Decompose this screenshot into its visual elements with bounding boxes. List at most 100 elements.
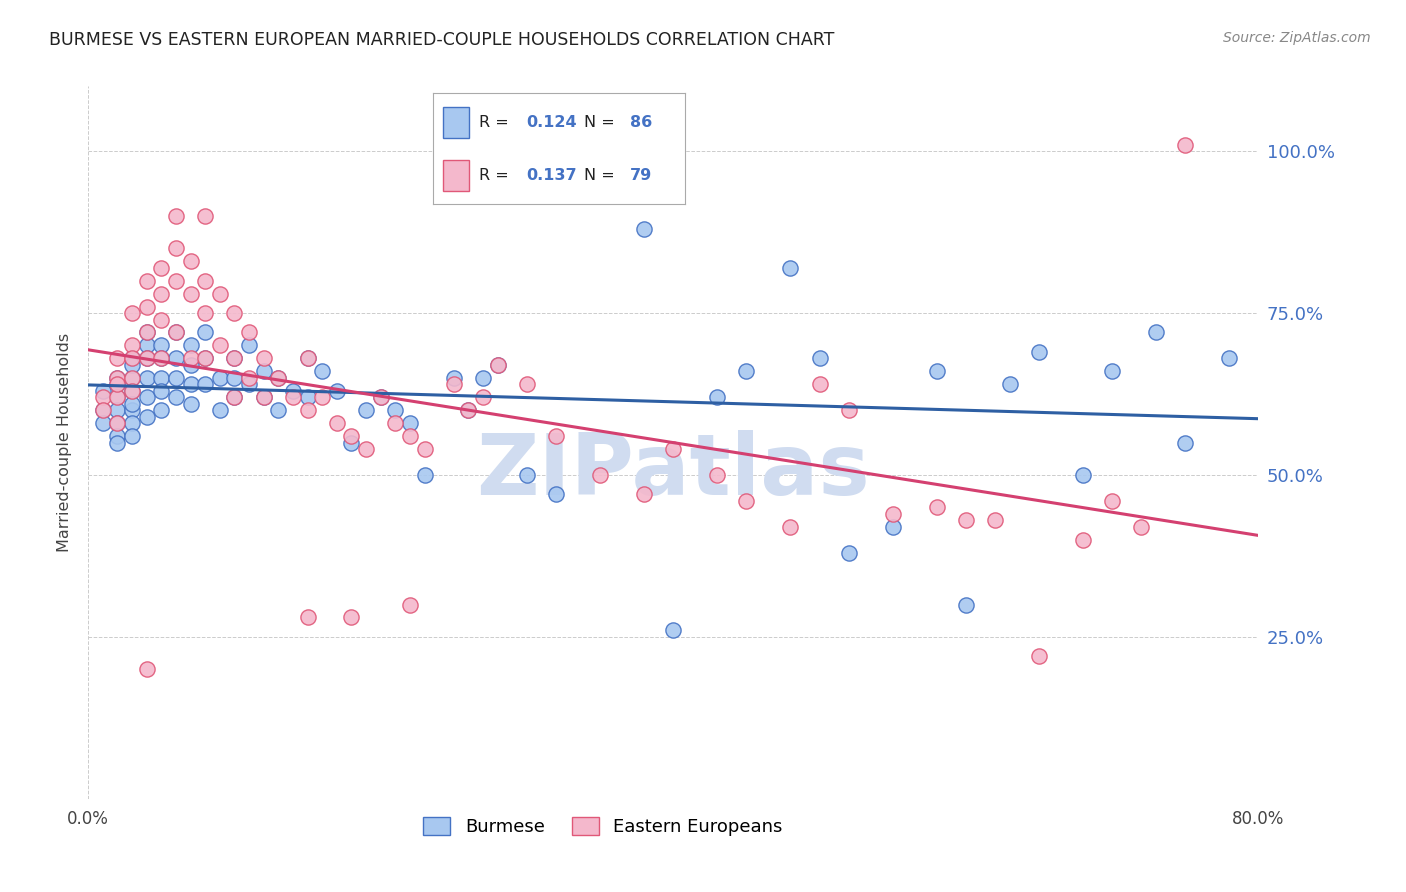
Point — [121, 397, 143, 411]
Point — [194, 351, 217, 366]
Point — [194, 306, 217, 320]
Point — [107, 377, 129, 392]
Point — [135, 662, 157, 676]
Text: BURMESE VS EASTERN EUROPEAN MARRIED-COUPLE HOUSEHOLDS CORRELATION CHART: BURMESE VS EASTERN EUROPEAN MARRIED-COUP… — [49, 31, 835, 49]
Point — [546, 487, 568, 501]
Point — [281, 390, 304, 404]
Point — [779, 260, 801, 275]
Point — [224, 390, 246, 404]
Point — [326, 416, 349, 430]
Point — [486, 358, 509, 372]
Point — [281, 384, 304, 398]
Point — [224, 351, 246, 366]
Point — [267, 403, 290, 417]
Point — [253, 390, 276, 404]
Point — [955, 598, 977, 612]
Point — [107, 416, 129, 430]
Point — [135, 351, 157, 366]
Point — [208, 338, 231, 352]
Point — [135, 371, 157, 385]
Point — [121, 371, 143, 385]
Point — [472, 371, 495, 385]
Point — [224, 351, 246, 366]
Point — [224, 390, 246, 404]
Point — [91, 384, 114, 398]
Point — [340, 429, 363, 443]
Point — [443, 377, 465, 392]
Point — [107, 429, 129, 443]
Point — [165, 241, 187, 255]
Point — [208, 403, 231, 417]
Point — [107, 416, 129, 430]
Point — [1028, 649, 1050, 664]
Point — [150, 384, 173, 398]
Point — [107, 371, 129, 385]
Point — [165, 209, 187, 223]
Point — [633, 222, 655, 236]
Point — [121, 338, 143, 352]
Point — [1071, 533, 1094, 547]
Point — [135, 300, 157, 314]
Point — [838, 403, 860, 417]
Point — [633, 487, 655, 501]
Point — [107, 403, 129, 417]
Point — [238, 338, 260, 352]
Point — [180, 397, 202, 411]
Point — [516, 467, 538, 482]
Point — [882, 520, 904, 534]
Point — [165, 326, 187, 340]
Point — [135, 326, 157, 340]
Point — [107, 371, 129, 385]
Point — [370, 390, 392, 404]
Point — [486, 358, 509, 372]
Point — [180, 286, 202, 301]
Point — [1218, 351, 1240, 366]
Point — [165, 326, 187, 340]
Point — [135, 338, 157, 352]
Point — [457, 403, 479, 417]
Point — [150, 351, 173, 366]
Point — [779, 520, 801, 534]
Point — [91, 416, 114, 430]
Point — [121, 384, 143, 398]
Point — [121, 306, 143, 320]
Point — [925, 364, 948, 378]
Point — [135, 390, 157, 404]
Point — [735, 494, 758, 508]
Point — [399, 416, 422, 430]
Point — [311, 390, 333, 404]
Point — [1101, 364, 1123, 378]
Point — [180, 377, 202, 392]
Point — [150, 403, 173, 417]
Point — [340, 610, 363, 624]
Point — [121, 429, 143, 443]
Point — [311, 364, 333, 378]
Point — [706, 467, 728, 482]
Point — [194, 209, 217, 223]
Point — [443, 371, 465, 385]
Point — [135, 326, 157, 340]
Point — [984, 513, 1007, 527]
Point — [838, 546, 860, 560]
Point — [150, 260, 173, 275]
Point — [735, 364, 758, 378]
Point — [165, 371, 187, 385]
Point — [121, 351, 143, 366]
Point — [135, 351, 157, 366]
Point — [297, 390, 319, 404]
Point — [165, 390, 187, 404]
Point — [165, 351, 187, 366]
Point — [91, 390, 114, 404]
Point — [662, 624, 685, 638]
Point — [135, 274, 157, 288]
Point — [370, 390, 392, 404]
Point — [413, 467, 436, 482]
Point — [107, 377, 129, 392]
Point — [413, 442, 436, 456]
Point — [208, 286, 231, 301]
Point — [1071, 467, 1094, 482]
Point — [882, 507, 904, 521]
Point — [457, 403, 479, 417]
Point — [1174, 137, 1197, 152]
Point — [107, 351, 129, 366]
